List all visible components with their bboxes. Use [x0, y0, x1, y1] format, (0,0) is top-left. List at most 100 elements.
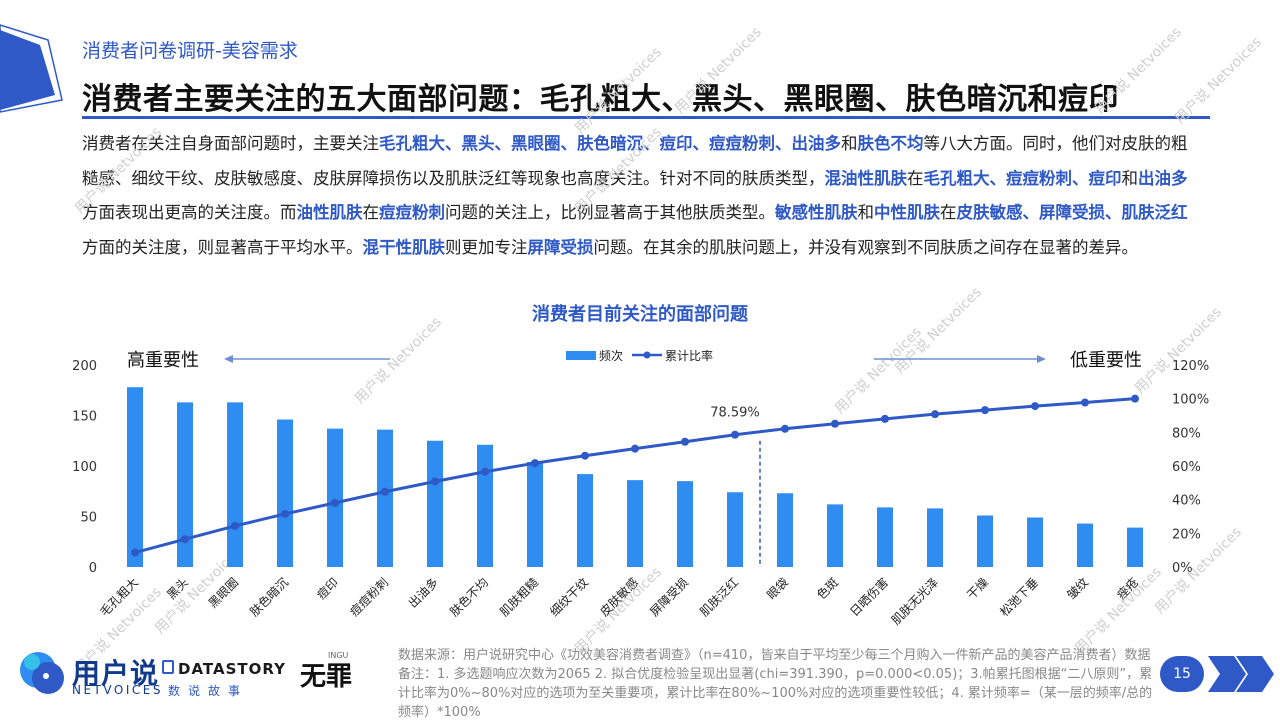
intro-highlight: 痘痘粉刺	[379, 203, 445, 222]
page-number: 15	[1160, 656, 1204, 692]
bar	[327, 428, 343, 567]
intro-text: 在	[907, 168, 924, 188]
high-importance-arrowhead	[224, 355, 233, 363]
x-tick-label: 肌肤泛红	[697, 575, 742, 620]
bar	[1077, 523, 1093, 567]
bar	[277, 419, 293, 567]
cumulative-point	[731, 430, 739, 439]
x-tick-label: 出油多	[406, 575, 441, 610]
x-tick-label: 眼袋	[764, 575, 791, 602]
cumulative-point	[1081, 398, 1089, 407]
bar	[427, 440, 443, 567]
intro-text: 和	[857, 203, 875, 222]
cumulative-point	[931, 410, 939, 419]
x-tick-label: 干燥	[964, 575, 991, 602]
bar	[227, 402, 243, 567]
bar	[577, 474, 593, 567]
intro-highlight: 毛孔粗大、痘痘粉刺、痘印	[923, 168, 1122, 188]
intro-highlight: 毛孔粗大、黑头、黑眼圈、肤色暗沉、痘印、痘痘粉刺、出油多	[379, 134, 841, 153]
cumulative-point	[1031, 402, 1039, 411]
legend-bar-label: 频次	[599, 349, 623, 363]
bar	[127, 387, 143, 567]
intro-highlight: 屏障受损	[527, 237, 594, 257]
brand-name-en: NETVOICES	[72, 683, 163, 697]
bar	[927, 508, 943, 567]
section-subtitle: 消费者问卷调研-美容需求	[82, 40, 298, 62]
y-left-tick: 50	[80, 511, 97, 526]
intro-highlight: 肤色不均	[857, 134, 924, 153]
x-tick-label: 色斑	[814, 575, 841, 602]
footer-note: 数据来源：用户说研究中心《功效美容消费者调查》（n=410，皆来自于平均至少每三…	[398, 648, 1153, 720]
title-divider	[82, 116, 1210, 119]
bar	[977, 515, 993, 567]
low-importance-arrowhead	[1037, 355, 1046, 363]
bar	[777, 493, 793, 567]
y-right-tick: 100%	[1172, 393, 1209, 408]
x-tick-label: 痘痘粉刺	[347, 575, 392, 620]
pareto-chart: 0 50 100 150 200 0% 20% 40% 60% 80% 100% 120% 毛孔粗大 黑头…	[72, 348, 1209, 628]
bar	[627, 480, 643, 567]
intro-highlight: 出油多	[1138, 168, 1188, 188]
cumulative-point	[181, 535, 189, 544]
legend-line-label: 累计比率	[665, 348, 713, 363]
next-arrows-icon	[1208, 656, 1274, 692]
partner-wuzui-sub: INGU	[328, 651, 349, 660]
low-importance-note: 低重要性	[1070, 350, 1142, 371]
y-right-tick: 40%	[1172, 494, 1201, 509]
y-left-tick: 200	[72, 359, 97, 374]
x-tick-label: 肤色暗沉	[247, 575, 292, 620]
datastory-logo-icon	[162, 660, 174, 674]
intro-text: 问题。在其余的肌肤问题上，并没有观察到不同肤质之间存在显著的差异。	[593, 237, 1139, 257]
bar	[727, 492, 743, 567]
intro-text: 则更加专注	[445, 237, 528, 257]
bar	[1127, 527, 1143, 567]
y-left-tick: 100	[72, 460, 97, 475]
bar	[1027, 517, 1043, 567]
x-tick-label: 毛孔粗大	[97, 575, 141, 619]
x-tick-label: 日晒伤害	[847, 575, 892, 620]
bar	[177, 402, 193, 567]
partner-wuzui: 无罪	[300, 662, 353, 692]
cumulative-point	[581, 451, 589, 460]
x-tick-label: 细纹干纹	[547, 575, 591, 619]
cumulative-point	[281, 509, 289, 518]
y-left-tick: 0	[89, 561, 97, 576]
y-right-tick: 20%	[1172, 527, 1201, 542]
x-tick-label: 肌肤无光泽	[888, 575, 941, 628]
bar	[677, 481, 693, 567]
cumulative-point	[981, 406, 989, 415]
intro-text: 等八大方面。同时，他们对皮肤的粗糙感、细纹干纹、皮肤敏感度、皮肤屏障损伤以及肌肤…	[82, 134, 1188, 188]
cumulative-point	[481, 467, 489, 476]
intro-text: 和	[1121, 168, 1139, 188]
cumulative-point	[131, 548, 139, 557]
cumulative-point	[881, 414, 889, 423]
y-right-tick: 60%	[1172, 460, 1201, 475]
bar	[527, 461, 543, 567]
cumulative-point	[331, 498, 339, 507]
x-tick-label: 肌肤粗糙	[497, 575, 542, 620]
legend-bar-swatch	[566, 351, 596, 360]
intro-text: 方面的关注度，则显著高于平均水平。	[82, 237, 363, 257]
x-tick-label: 皮肤敏感	[597, 575, 642, 620]
watermark: 用户说 Netvoices	[1091, 24, 1185, 118]
annotation-label: 78.59%	[710, 406, 760, 421]
intro-text: 消费者在关注自身面部问题时，主要关注	[82, 134, 379, 153]
cumulative-point	[431, 477, 439, 486]
x-tick-label: 肤色不均	[447, 575, 492, 620]
y-right-tick: 80%	[1172, 426, 1201, 441]
intro-highlight: 混干性肌肤	[362, 237, 446, 257]
cumulative-point	[681, 437, 689, 446]
bar	[877, 507, 893, 567]
cumulative-point	[631, 444, 639, 453]
x-tick-label: 皱纹	[1064, 575, 1092, 603]
x-tick-label: 屏障受损	[647, 575, 692, 620]
cumulative-point	[1131, 394, 1139, 403]
watermark: 用户说 Netvoices	[1171, 34, 1265, 128]
cumulative-point	[831, 419, 839, 428]
x-tick-label: 痤疮	[1114, 575, 1142, 603]
intro-highlight: 中性肌肤	[874, 203, 940, 222]
x-tick-label: 黑头	[164, 575, 191, 602]
intro-highlight: 油性肌肤	[296, 203, 363, 222]
chart-title: 消费者目前关注的面部问题	[532, 304, 748, 325]
intro-text: 问题的关注上，比例显著高于其他肤质类型。	[445, 203, 775, 222]
